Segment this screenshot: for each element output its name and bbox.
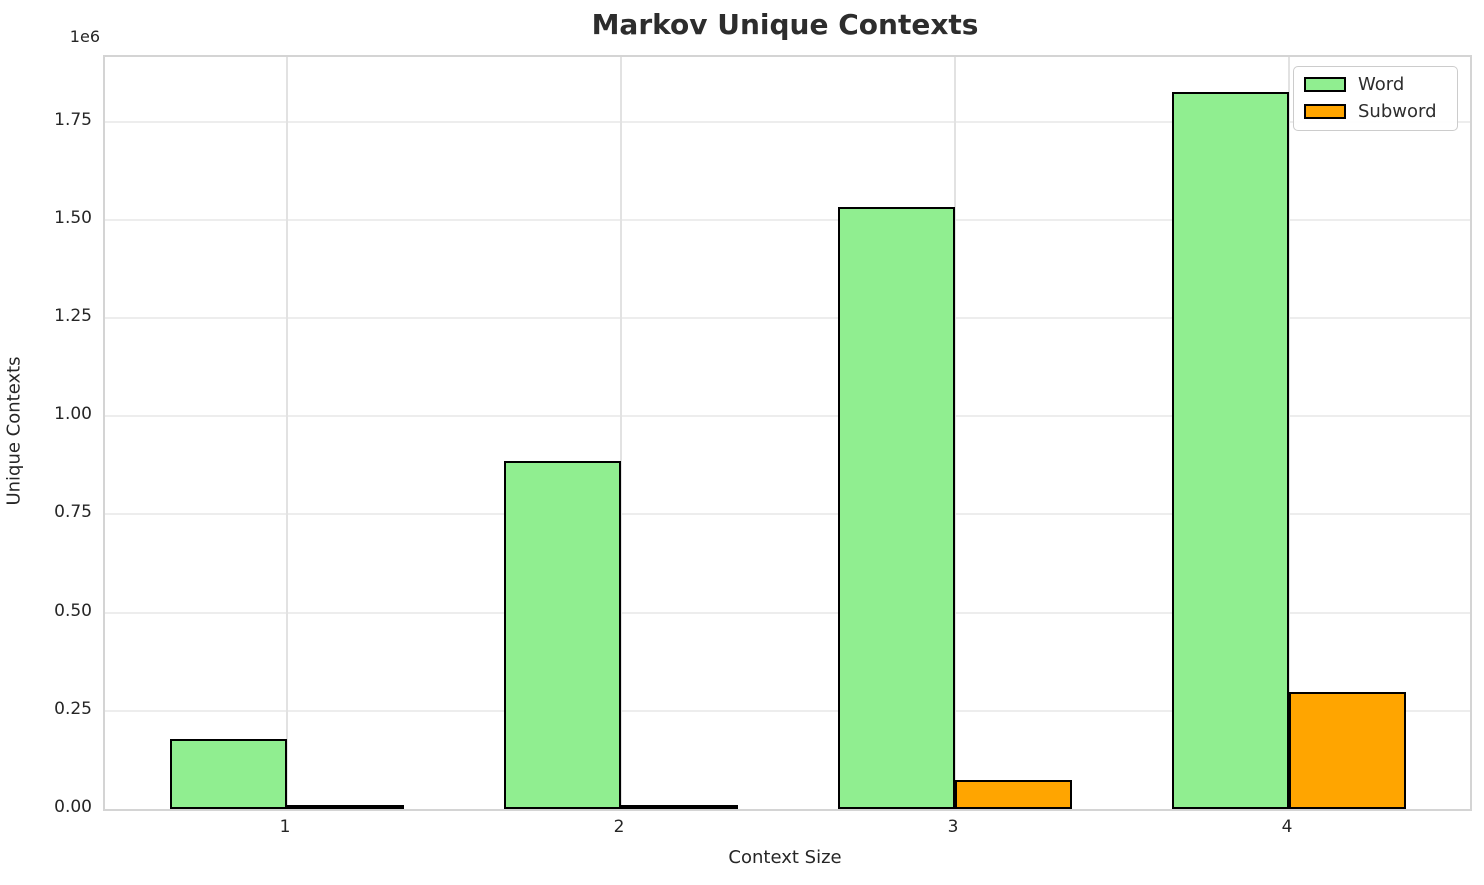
- subword-bar: [1289, 691, 1406, 809]
- y-gridline: [105, 120, 1470, 123]
- x-gridline: [286, 57, 288, 809]
- y-tick-label: 0.75: [54, 502, 92, 523]
- x-axis-label: Context Size: [728, 847, 842, 868]
- y-axis-label: Unique Contexts: [3, 356, 25, 506]
- y-gridline: [105, 317, 1470, 320]
- x-tick-label: 3: [947, 817, 959, 837]
- x-tick-label: 1: [279, 817, 291, 837]
- word-bar: [838, 206, 955, 809]
- legend-label-subword: Subword: [1358, 100, 1437, 122]
- y-tick-label: 1.50: [54, 207, 92, 228]
- word-swatch-icon: [1304, 77, 1346, 93]
- legend-item-subword: Subword: [1304, 100, 1447, 122]
- word-bar: [1172, 91, 1289, 809]
- y-tick-label: 0.25: [54, 698, 92, 719]
- subword-bar: [955, 780, 1072, 809]
- legend-label-word: Word: [1358, 74, 1405, 95]
- x-gridline: [954, 57, 956, 809]
- y-tick-label: 0.50: [54, 600, 92, 621]
- legend: Word Subword: [1293, 66, 1458, 131]
- legend-item-word: Word: [1304, 75, 1447, 95]
- subword-swatch-icon: [1304, 104, 1346, 120]
- y-tick-label: 1.25: [54, 306, 92, 327]
- y-gridline: [105, 218, 1470, 221]
- y-tick-label: 1.75: [54, 109, 92, 130]
- subword-bar: [621, 805, 738, 809]
- word-bar: [170, 739, 287, 809]
- y-gridline: [105, 611, 1470, 614]
- y-gridline: [105, 709, 1470, 712]
- x-tick-label: 2: [613, 817, 625, 837]
- word-bar: [504, 460, 621, 809]
- x-gridline: [620, 57, 622, 809]
- y-gridline: [105, 513, 1470, 516]
- y-tick-label: 0.00: [54, 797, 92, 817]
- chart-title: Markov Unique Contexts: [591, 8, 979, 41]
- plot-area: [103, 55, 1472, 811]
- x-tick-label: 4: [1281, 817, 1293, 837]
- y-tick-label: 1.00: [54, 404, 92, 425]
- y-axis-offset-text: 1e6: [69, 27, 100, 46]
- subword-bar: [287, 805, 404, 809]
- x-gridline: [1288, 57, 1290, 809]
- y-gridline: [105, 415, 1470, 418]
